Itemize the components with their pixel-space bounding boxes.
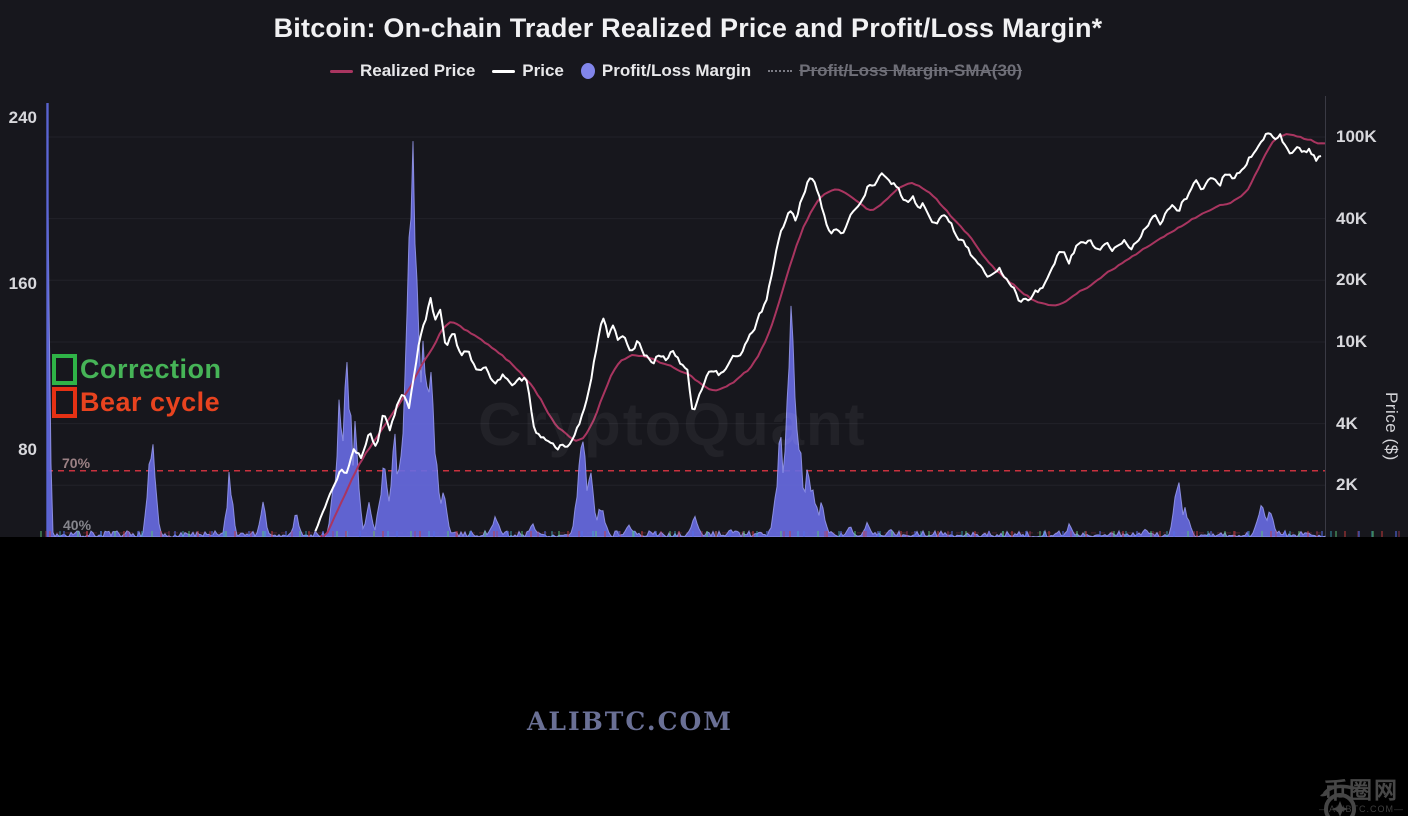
threshold-70-label: 70% <box>62 455 91 471</box>
realized-price-line <box>320 133 1326 537</box>
green-square-icon <box>52 354 77 385</box>
chart-panel: Bitcoin: On-chain Trader Realized Price … <box>0 0 1408 537</box>
threshold-40-label: 40% <box>63 517 92 533</box>
line-swatch-icon <box>330 69 353 73</box>
annotation-correction: Correction <box>52 353 222 386</box>
profit-loss-margin-area <box>46 103 1326 537</box>
legend-item-profit-loss-margin-sma[interactable]: Profit/Loss Margin-SMA(30) <box>768 61 1022 81</box>
annotations: Correction Bear cycle <box>52 353 222 419</box>
star-icon <box>1331 801 1348 816</box>
red-square-icon <box>52 387 77 418</box>
legend-item-profit-loss-margin[interactable]: Profit/Loss Margin <box>580 61 752 81</box>
annotation-label: Bear cycle <box>80 387 221 417</box>
right-axis-tick: 4K <box>1336 413 1358 433</box>
legend-label: Price <box>522 61 564 80</box>
legend-label: Profit/Loss Margin-SMA(30) <box>799 61 1023 80</box>
dotted-line-swatch-icon <box>768 70 793 72</box>
legend: Realized Price Price Profit/Loss Margin … <box>330 61 1022 81</box>
legend-item-price[interactable]: Price <box>492 61 564 81</box>
footer-site-text: ALIBTC.COM <box>527 707 733 736</box>
plot-area <box>46 96 1326 537</box>
badge-site: —ALIBTC.COM— <box>1318 804 1404 814</box>
price-line <box>314 132 1322 532</box>
circle-swatch-icon <box>580 63 595 79</box>
line-swatch-icon <box>492 69 516 73</box>
cryptoquant-watermark: CryptoQuant <box>478 391 867 458</box>
compression-noise-strip <box>40 531 1408 537</box>
right-axis-tick: 40K <box>1336 208 1368 228</box>
site-badge: 币圈网 —ALIBTC.COM— <box>1318 779 1404 816</box>
chart-title: Bitcoin: On-chain Trader Realized Price … <box>273 13 1103 43</box>
annotation-label: Correction <box>80 354 222 384</box>
right-axis-tick: 2K <box>1336 475 1358 495</box>
right-axis-tick: 20K <box>1336 270 1368 290</box>
left-axis-tick: 240 <box>8 108 37 128</box>
right-axis-tick: 10K <box>1336 332 1368 351</box>
left-axis-tick: 80 <box>18 440 37 459</box>
right-axis-tick: 100K <box>1336 127 1377 146</box>
legend-label: Realized Price <box>360 61 476 80</box>
legend-item-realized-price[interactable]: Realized Price <box>330 61 475 81</box>
badge-logo-icon <box>1319 784 1356 816</box>
left-axis-tick: 160 <box>8 274 37 294</box>
annotation-bear-cycle: Bear cycle <box>52 386 222 419</box>
price-axis-label: Price ($) <box>1382 392 1401 461</box>
legend-label: Profit/Loss Margin <box>601 61 752 80</box>
